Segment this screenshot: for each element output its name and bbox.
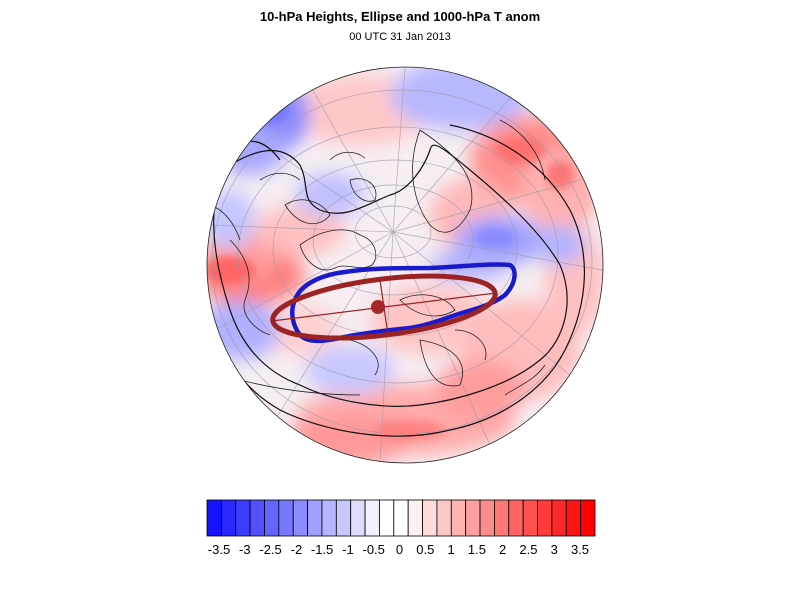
ellipse-center-marker [371, 300, 385, 314]
colorbar-swatch [580, 499, 596, 537]
colorbar-swatch [292, 499, 308, 537]
colorbar-swatch [264, 499, 280, 537]
colorbar-tick-label: -2 [290, 542, 303, 557]
colorbar-swatch [465, 499, 481, 537]
colorbar-swatch [551, 499, 567, 537]
colorbar-swatch [307, 499, 323, 537]
vortex-ellipse [270, 273, 498, 341]
colorbar-tick-label: -1.5 [310, 542, 334, 557]
colorbar-tick-label: -3 [239, 542, 251, 557]
coastlines [209, 119, 546, 396]
colorbar-swatch [350, 499, 366, 537]
colorbar-swatch [249, 499, 265, 537]
colorbar-swatch [206, 499, 222, 537]
colorbar-labels: -3.5 -3 -2.5 -2 -1.5 -1 -0.5 0 0.5 1 1.5 2 2.5 3 3.5 [0, 542, 800, 562]
colorbar-swatch [379, 499, 395, 537]
globe-outline [206, 66, 604, 464]
colorbar-tick-label: 0.5 [416, 542, 435, 557]
colorbar-swatch [364, 499, 380, 537]
colorbar-swatch [522, 499, 538, 537]
colorbar-swatch [508, 499, 524, 537]
temperature-anomaly-field [207, 67, 603, 463]
colorbar [206, 499, 596, 537]
colorbar-tick-label: 3.5 [570, 542, 590, 557]
colorbar-swatch [407, 499, 423, 537]
colorbar-swatch [220, 499, 237, 537]
colorbar-tick-label: 1 [447, 542, 455, 557]
colorbar-tick-label: -2.5 [259, 542, 282, 557]
colorbar-swatch [422, 499, 438, 537]
colorbar-swatch [321, 499, 337, 537]
colorbar-swatch [494, 499, 510, 537]
colorbar-swatch [278, 499, 294, 537]
colorbar-tick-label: 2 [498, 542, 507, 557]
colorbar-tick-label: -1 [342, 542, 354, 557]
colorbar-swatch [235, 499, 251, 537]
colorbar-tick-label: 1.5 [467, 542, 486, 557]
colorbar-swatch [537, 499, 553, 537]
chart-subtitle: 00 UTC 31 Jan 2013 [349, 31, 451, 43]
colorbar-swatch [565, 499, 582, 537]
colorbar-tick-label: 0 [395, 542, 404, 557]
colorbar-swatch [335, 499, 352, 537]
chart-title: 10-hPa Heights, Ellipse and 1000-hPa T a… [259, 9, 541, 24]
colorbar-tick-label: 2.5 [519, 542, 538, 557]
colorbar-swatch [436, 499, 452, 537]
colorbar-tick-label: -3.5 [207, 542, 231, 557]
colorbar-swatch [450, 499, 467, 537]
colorbar-swatch [479, 499, 495, 537]
colorbar-swatch [393, 499, 409, 537]
colorbar-tick-label: -0.5 [362, 542, 385, 557]
colorbar-tick-label: 3 [550, 542, 558, 557]
